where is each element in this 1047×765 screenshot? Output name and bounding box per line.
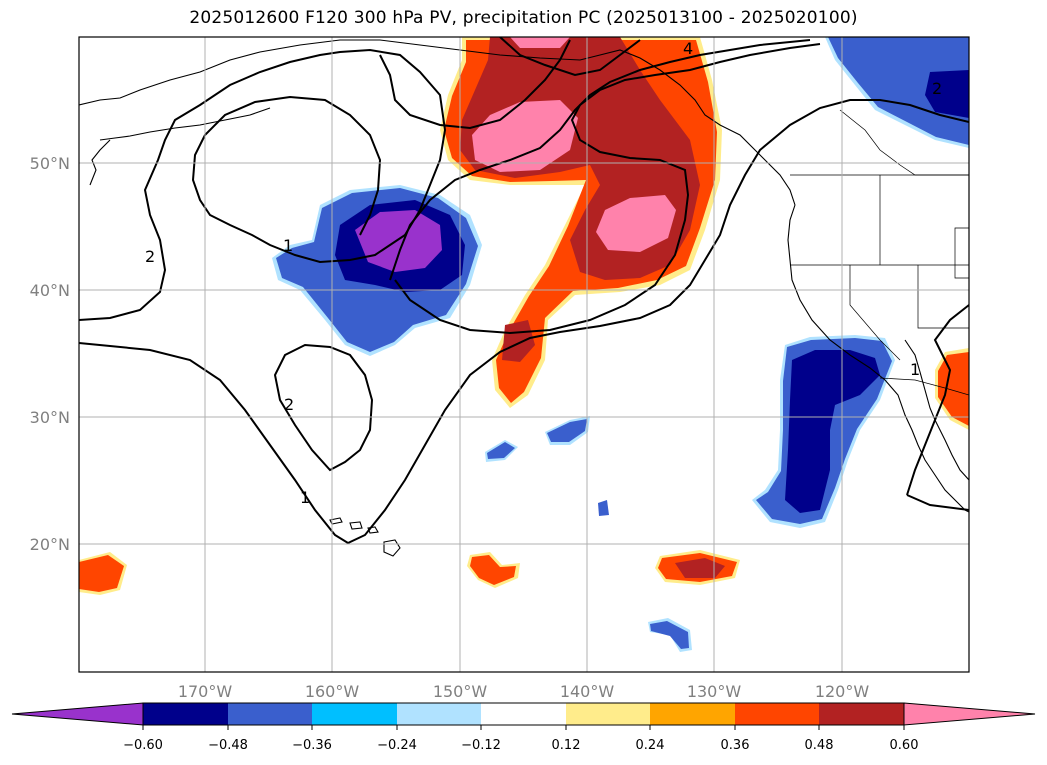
colorbar-tick-label: −0.48 bbox=[208, 738, 248, 753]
contour-label: 1 bbox=[910, 360, 920, 379]
lat-label-20n: 20°N bbox=[30, 535, 70, 554]
longitude-labels: 170°W 160°W 150°W 140°W 130°W 120°W bbox=[178, 682, 870, 701]
positive-anomaly-west-edge bbox=[79, 552, 127, 595]
lon-label-160w: 160°W bbox=[305, 682, 360, 701]
colorbar-extend-low bbox=[11, 702, 144, 726]
pv-contours bbox=[79, 37, 969, 545]
colorbar-tick-label: 0.36 bbox=[721, 738, 750, 753]
lon-label-170w: 170°W bbox=[178, 682, 233, 701]
contour-label: 2 bbox=[932, 79, 942, 98]
lon-label-130w: 130°W bbox=[687, 682, 742, 701]
colorbar-swatch bbox=[481, 703, 566, 725]
colorbar-tick-label: 0.12 bbox=[552, 738, 581, 753]
contour-label: 1 bbox=[283, 236, 293, 255]
colorbar-frame bbox=[142, 702, 905, 726]
colorbar-tick-label: 0.24 bbox=[636, 738, 665, 753]
colorbar: −0.60 −0.48 −0.36 −0.24 −0.12 0.12 0.24 … bbox=[11, 702, 1036, 753]
lon-label-140w: 140°W bbox=[560, 682, 615, 701]
lon-label-120w: 120°W bbox=[815, 682, 870, 701]
pv-contour-labels: 1 2 2 1 4 2 1 bbox=[145, 39, 942, 507]
contour-label: 4 bbox=[683, 39, 693, 58]
political-borders bbox=[790, 109, 969, 396]
colorbar-tick-label: −0.24 bbox=[377, 738, 417, 753]
colorbar-extend-high bbox=[903, 702, 1036, 726]
colorbar-tick-label: 0.48 bbox=[805, 738, 834, 753]
colorbar-swatch bbox=[566, 703, 650, 725]
colorbar-swatch bbox=[735, 703, 819, 725]
map-frame bbox=[78, 36, 970, 673]
lat-label-50n: 50°N bbox=[30, 154, 70, 173]
colorbar-swatch bbox=[312, 703, 397, 725]
map-title: 2025012600 F120 300 hPa PV, precipitatio… bbox=[189, 8, 858, 28]
contour-label: 1 bbox=[300, 488, 310, 507]
contour-label: 2 bbox=[145, 247, 155, 266]
colorbar-swatch bbox=[143, 703, 228, 725]
lat-label-40n: 40°N bbox=[30, 281, 70, 300]
colorbar-swatch bbox=[228, 703, 312, 725]
graticule bbox=[79, 37, 969, 672]
colorbar-tick-label: −0.12 bbox=[461, 738, 501, 753]
colorbar-tick-label: −0.36 bbox=[292, 738, 332, 753]
negative-anomaly-small-blobs bbox=[485, 416, 692, 652]
lat-label-30n: 30°N bbox=[30, 408, 70, 427]
lon-label-150w: 150°W bbox=[433, 682, 488, 701]
colorbar-tick-label: −0.60 bbox=[123, 738, 163, 753]
colorbar-swatch bbox=[397, 703, 481, 725]
contour-label: 2 bbox=[284, 395, 294, 414]
colorbar-swatch bbox=[819, 703, 904, 725]
positive-anomaly-subtropical-1 bbox=[467, 552, 520, 588]
positive-anomaly-subtropical-2 bbox=[655, 550, 740, 585]
negative-anomaly-baja bbox=[752, 335, 895, 528]
colorbar-tick-label: 0.60 bbox=[890, 738, 919, 753]
latitude-labels: 50°N 40°N 30°N 20°N bbox=[30, 154, 70, 554]
negative-anomaly-northeast bbox=[825, 37, 969, 148]
colorbar-swatch bbox=[650, 703, 735, 725]
positive-anomaly-east-edge bbox=[935, 348, 969, 430]
positive-anomaly-gulf-alaska bbox=[440, 37, 722, 408]
